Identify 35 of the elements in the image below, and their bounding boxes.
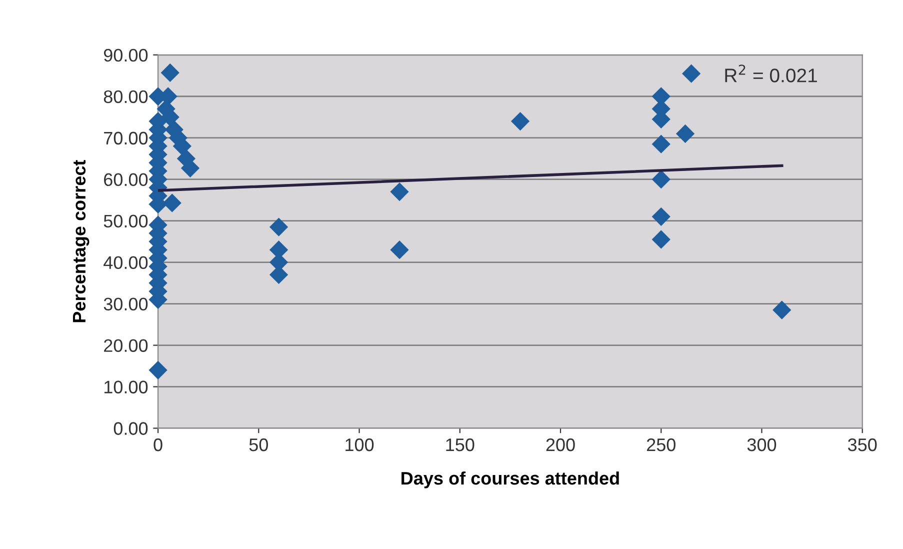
annotation: R$^{2}$ = 0.021 — [725, 64, 817, 82]
point — [510, 112, 530, 131]
y-tick-label: 0.00 — [114, 422, 148, 435]
point — [390, 182, 409, 202]
y-axis-title: Percentage correct — [72, 160, 90, 322]
x-tick-label: 0 — [154, 438, 162, 452]
x-tick-label: 150 — [446, 438, 474, 452]
y-tick-label: 60.00 — [104, 173, 148, 186]
x-axis-title: Days of courses attended — [402, 471, 619, 488]
x-tick-label: 300 — [747, 438, 776, 452]
point — [269, 218, 288, 236]
point — [772, 300, 792, 320]
point — [652, 134, 670, 154]
x-tick-label: 200 — [546, 438, 575, 452]
y-tick-label: 50.00 — [104, 214, 148, 228]
x-tick-label: 100 — [346, 438, 374, 452]
point — [652, 170, 670, 189]
x-tick-label: 250 — [646, 438, 676, 452]
point — [390, 240, 409, 260]
point — [162, 194, 182, 212]
y-tick-label: 20.00 — [104, 339, 148, 352]
point — [682, 64, 701, 83]
point — [160, 63, 180, 82]
point — [148, 360, 168, 380]
y-tick-label: 80.00 — [104, 90, 148, 104]
y-tick-label: 40.00 — [104, 256, 148, 270]
x-tick-label: 350 — [848, 438, 877, 452]
point — [652, 230, 670, 249]
y-tick-label: 30.00 — [104, 298, 148, 310]
y-tick-label: 10.00 — [104, 380, 148, 394]
y-tick-label: 90.00 — [104, 48, 148, 62]
x-tick-label: 50 — [249, 438, 268, 452]
y-tick-label: 70.00 — [104, 132, 148, 145]
point — [676, 124, 695, 144]
point — [652, 207, 670, 226]
